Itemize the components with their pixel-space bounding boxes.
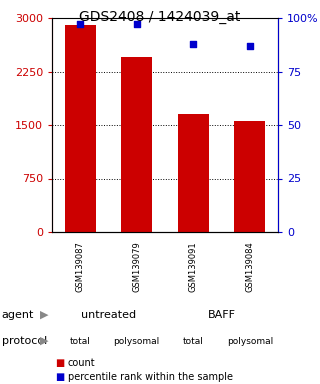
Text: count: count [68,358,96,368]
Text: GSM139079: GSM139079 [132,242,141,292]
Point [191,41,196,47]
Text: protocol: protocol [2,336,47,346]
Text: polysomal: polysomal [227,336,273,346]
Text: untreated: untreated [81,310,136,320]
Text: GSM139091: GSM139091 [189,242,198,292]
Point [134,22,139,28]
Bar [65,25,96,232]
Text: total: total [183,336,204,346]
Text: percentile rank within the sample: percentile rank within the sample [68,372,233,382]
Text: ▶: ▶ [40,310,49,320]
Bar [178,114,209,232]
Text: total: total [70,336,91,346]
Bar [121,57,152,232]
Text: ■: ■ [55,358,64,368]
Text: ■: ■ [55,372,64,382]
Text: GDS2408 / 1424039_at: GDS2408 / 1424039_at [79,10,241,24]
Text: polysomal: polysomal [114,336,160,346]
Text: GSM139084: GSM139084 [245,242,254,292]
Bar [234,121,265,232]
Text: ▶: ▶ [40,336,49,346]
Text: GSM139087: GSM139087 [76,242,85,293]
Text: BAFF: BAFF [207,310,236,320]
Point [247,43,252,49]
Text: agent: agent [2,310,34,320]
Point [78,22,83,28]
